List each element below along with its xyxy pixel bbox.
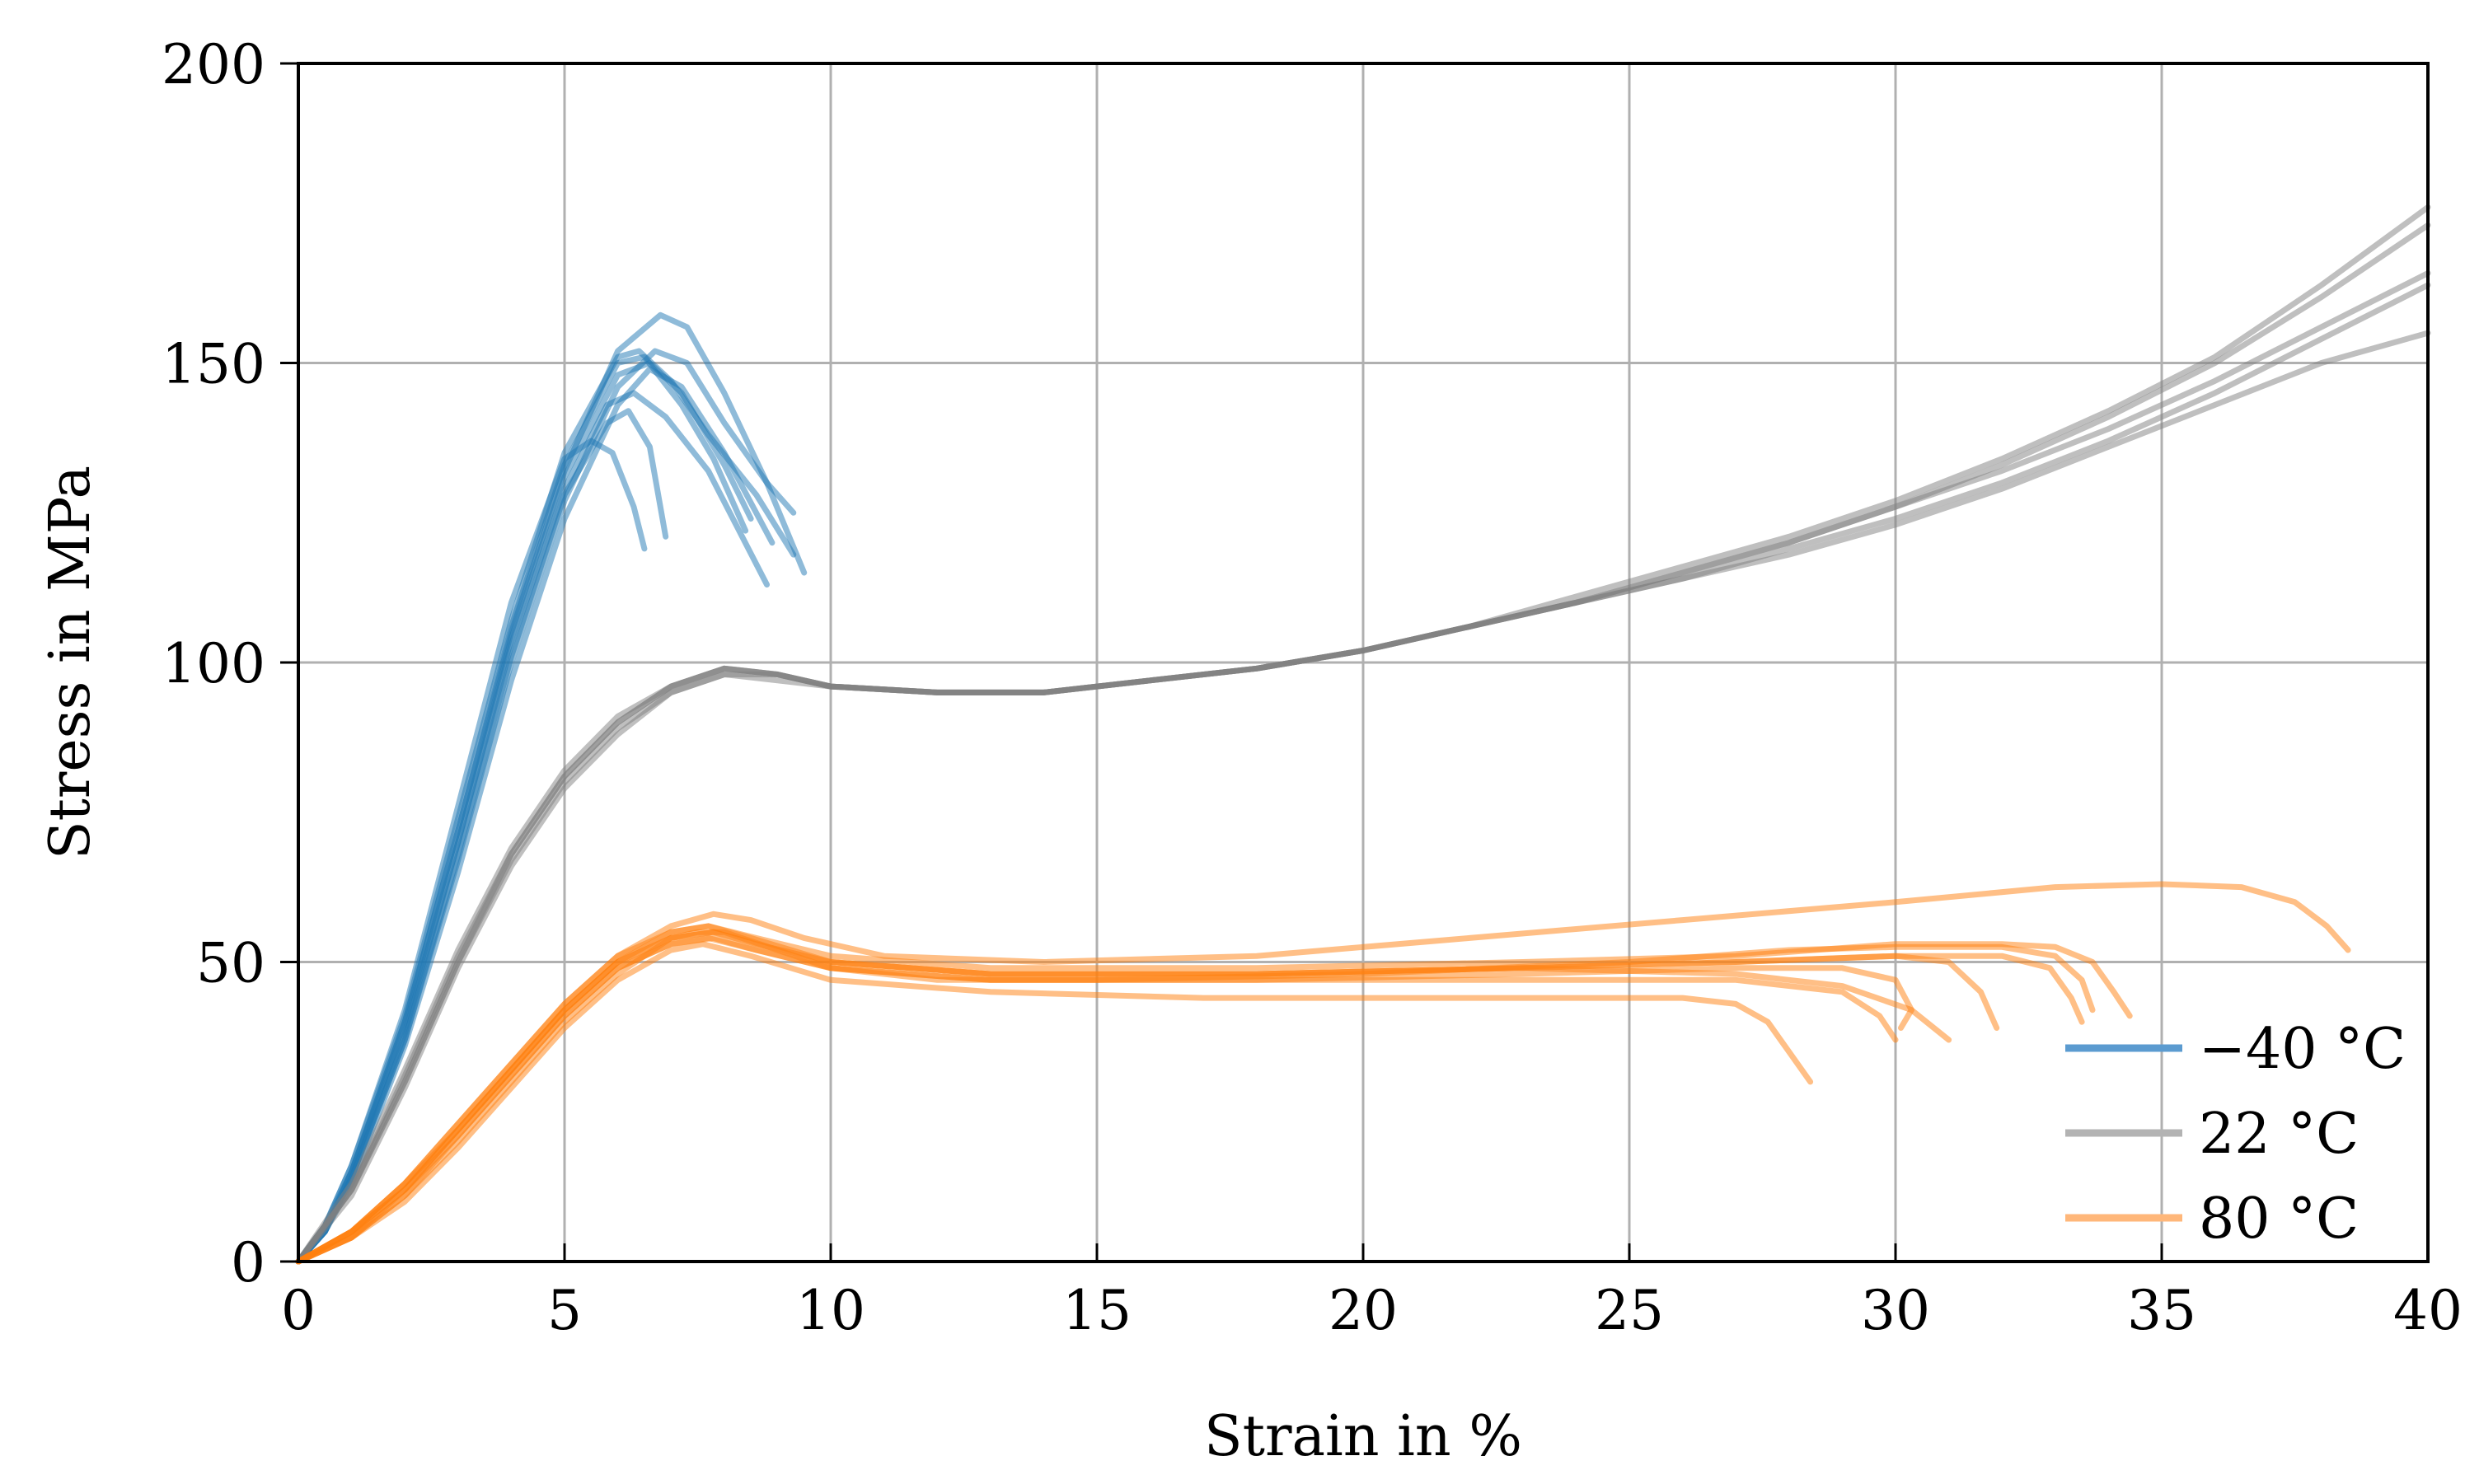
x-tick-label: 25 bbox=[1595, 1279, 1664, 1342]
y-tick-label: 50 bbox=[196, 932, 265, 995]
legend-label-80c: 80 °C bbox=[2199, 1187, 2359, 1252]
x-tick-label: 20 bbox=[1329, 1279, 1398, 1342]
y-tick-label: 100 bbox=[162, 632, 265, 695]
curve-80c bbox=[295, 929, 2085, 1265]
series-22c bbox=[295, 204, 2431, 1265]
tick-labels: 0 5 10 15 20 25 30 35 40 0 50 100 150 200 bbox=[162, 33, 2463, 1342]
legend: −40 °C 22 °C 80 °C bbox=[2065, 1017, 2406, 1252]
curve-22c bbox=[295, 270, 2431, 1265]
y-tick-label: 150 bbox=[162, 333, 265, 396]
y-tick-label: 0 bbox=[231, 1231, 265, 1294]
ticks bbox=[280, 62, 2430, 1263]
y-axis-title: Stress in MPa bbox=[38, 466, 103, 859]
y-tick-label: 200 bbox=[162, 33, 265, 96]
x-tick-label: 0 bbox=[281, 1279, 316, 1342]
curve-80c bbox=[295, 941, 1814, 1265]
x-tick-label: 15 bbox=[1062, 1279, 1132, 1342]
legend-label-minus-40c: −40 °C bbox=[2199, 1017, 2406, 1082]
series-80c bbox=[295, 881, 2351, 1265]
x-tick-label: 10 bbox=[796, 1279, 865, 1342]
curve-80c bbox=[295, 934, 1914, 1265]
x-axis-title: Strain in % bbox=[1204, 1404, 1522, 1469]
legend-label-22c: 22 °C bbox=[2199, 1102, 2359, 1167]
curve-80c bbox=[295, 923, 2133, 1265]
curve-minus-40c bbox=[295, 353, 749, 1265]
x-tick-label: 30 bbox=[1861, 1279, 1930, 1342]
x-tick-label: 5 bbox=[547, 1279, 582, 1342]
x-tick-label: 40 bbox=[2393, 1279, 2463, 1342]
x-tick-label: 35 bbox=[2127, 1279, 2196, 1342]
curves bbox=[295, 204, 2431, 1265]
